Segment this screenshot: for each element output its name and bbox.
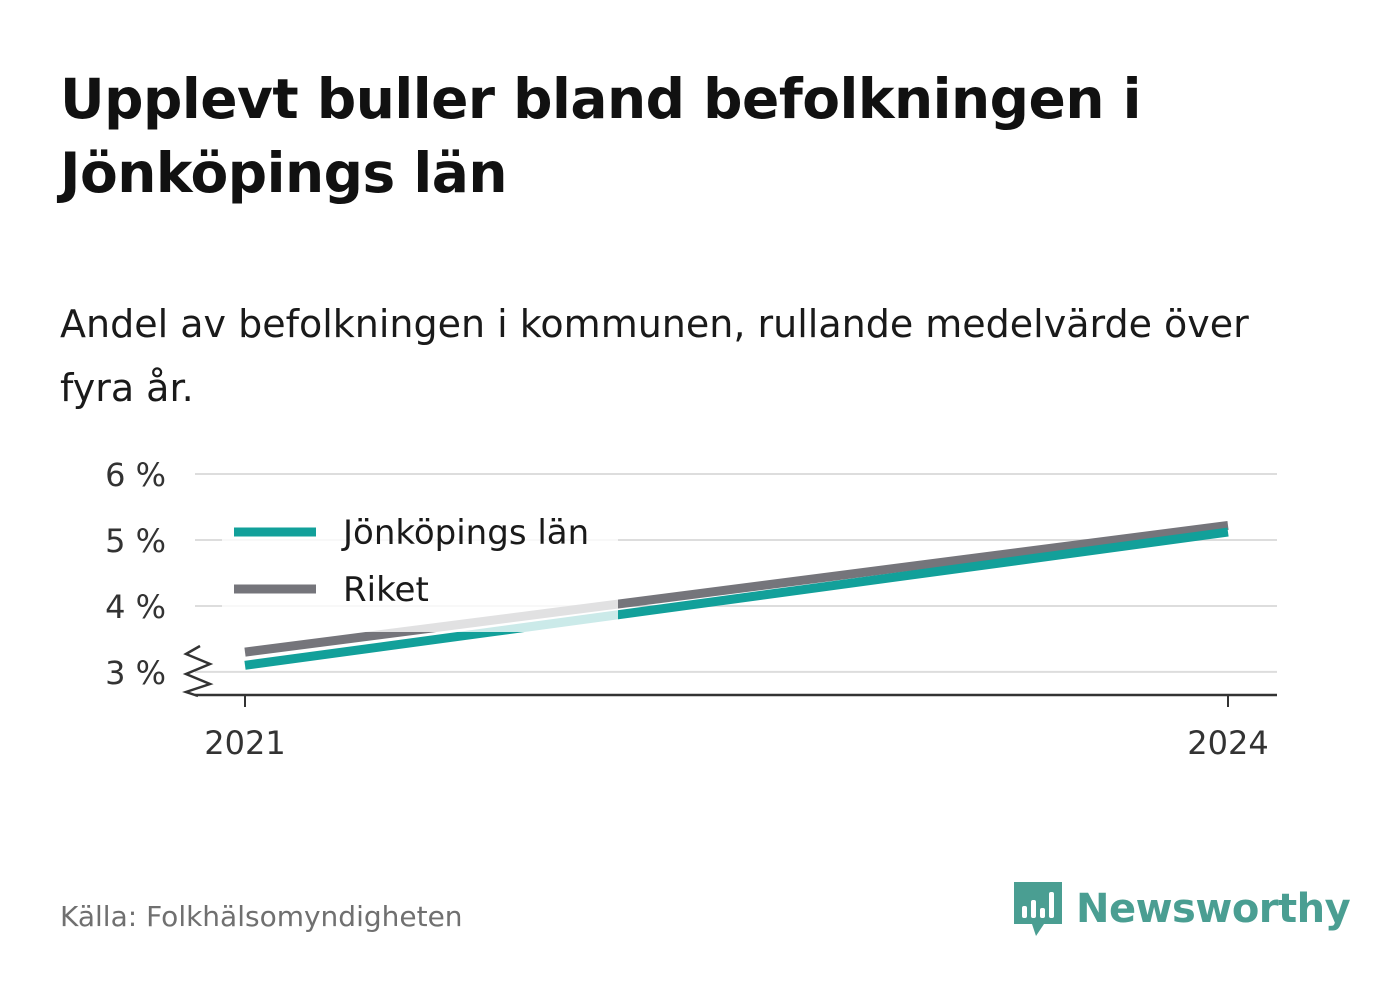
chart-title: Upplevt buller bland befolkningen i Jönk… [60,67,1141,205]
y-tick-label: 6 % [105,456,166,494]
newsworthy-logo-icon [1014,882,1062,936]
chart-subtitle: Andel av befolkningen i kommunen, rullan… [60,302,1249,410]
axis-break-icon [182,644,214,698]
line-chart: 3 % 4 % 5 % 6 % 2021 2024 Jönköpings län Rike… [105,456,1277,762]
y-tick-label: 3 % [105,654,166,692]
series-line-j-nk-pings-l-n [244,527,1229,670]
y-axis-ticks: 3 % 4 % 5 % 6 % [105,456,214,698]
y-tick-label: 4 % [105,588,166,626]
legend-label: Jönköpings län [341,513,589,553]
x-tick-label: 2021 [204,724,285,762]
source-note: Källa: Folkhälsomyndigheten [60,900,463,933]
x-tick-label: 2024 [1187,724,1268,762]
brand-logo: Newsworthy [1010,878,1351,940]
y-tick-label: 5 % [105,522,166,560]
brand-name: Newsworthy [1076,886,1351,932]
x-axis: 2021 2024 [195,693,1277,762]
legend: Jönköpings län Riket [222,508,618,632]
legend-label: Riket [343,570,429,610]
